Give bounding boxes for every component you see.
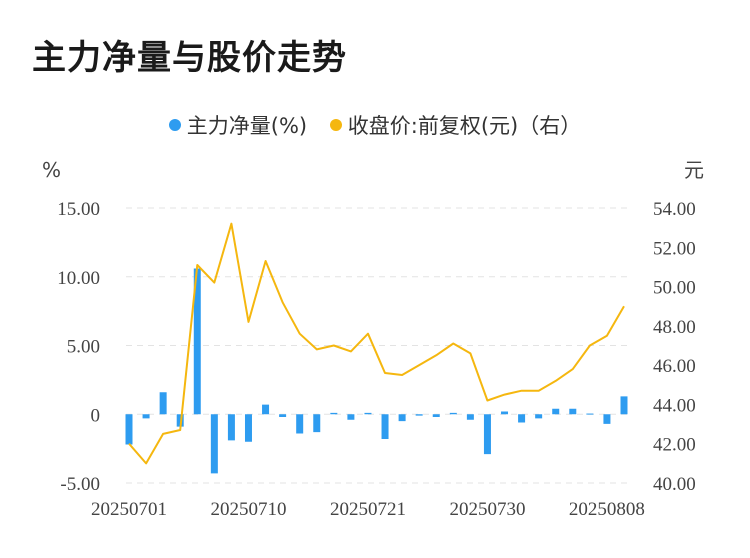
bar-mark	[244, 414, 252, 442]
right-tick-label: 40.00	[653, 474, 696, 495]
bar-mark	[347, 414, 355, 420]
legend-item-close-price[interactable]: 收盘价:前复权(元)（右）	[329, 110, 582, 140]
bar-mark	[432, 414, 440, 417]
left-tick-label: 5.00	[67, 337, 100, 358]
right-tick-label: 54.00	[653, 199, 696, 220]
bar-mark	[330, 412, 338, 415]
right-tick-label: 52.00	[653, 238, 696, 259]
left-axis-ticks: 15.00 10.00 5.00 0 -5.00	[57, 199, 100, 495]
bar-mark	[518, 414, 526, 423]
legend-label-close-price: 收盘价:前复权(元)（右）	[347, 114, 582, 138]
bar-series	[125, 268, 628, 474]
bar-mark	[483, 414, 491, 455]
grid-lines	[126, 207, 630, 484]
right-tick-label: 44.00	[653, 395, 696, 416]
bar-mark	[620, 396, 628, 415]
bar-mark	[142, 414, 150, 419]
left-tick-label: 0	[91, 405, 101, 426]
left-tick-label: 15.00	[57, 199, 100, 220]
bar-mark	[466, 414, 474, 420]
price-line	[128, 222, 625, 465]
bar-mark	[296, 414, 304, 434]
x-tick-label: 20250710	[210, 499, 286, 520]
left-tick-label: -5.00	[60, 474, 100, 495]
legend-dot-blue	[168, 119, 181, 131]
bar-mark	[381, 414, 389, 439]
bar-mark	[552, 408, 560, 415]
right-axis-unit: 元	[684, 158, 704, 182]
bar-mark	[262, 404, 270, 415]
bar-mark	[603, 414, 611, 424]
bar-mark	[415, 414, 423, 416]
legend-item-net-flow[interactable]: 主力净量(%)	[168, 110, 308, 140]
bar-mark	[398, 414, 406, 422]
bar-mark	[210, 414, 218, 474]
right-tick-label: 42.00	[653, 435, 696, 456]
left-tick-label: 10.00	[57, 268, 100, 289]
line-series	[128, 222, 625, 465]
right-axis-ticks: 54.00 52.00 50.00 48.00 46.00 44.00 42.00 40.00	[653, 199, 696, 495]
bar-mark	[586, 413, 594, 415]
left-axis-unit: %	[42, 158, 61, 182]
legend-dot-yellow	[329, 119, 342, 131]
bar-mark	[125, 414, 133, 445]
right-tick-label: 50.00	[653, 278, 696, 299]
bar-mark	[501, 411, 509, 415]
right-tick-label: 46.00	[653, 356, 696, 377]
x-tick-label: 20250701	[91, 499, 167, 520]
x-tick-label: 20250721	[330, 499, 406, 520]
x-axis-ticks: 20250701 20250710 20250721 20250730 20250808	[91, 499, 645, 520]
bar-mark	[279, 414, 287, 417]
bar-mark	[364, 412, 372, 415]
x-tick-label: 20250808	[569, 499, 645, 520]
bar-mark	[569, 408, 577, 415]
legend-label-net-flow: 主力净量(%)	[186, 114, 308, 138]
bar-mark	[313, 414, 321, 433]
chart-title: 主力净量与股价走势	[32, 38, 347, 78]
bar-mark	[227, 414, 235, 441]
x-tick-label: 20250730	[449, 499, 525, 520]
right-tick-label: 48.00	[653, 317, 696, 338]
bar-mark	[193, 268, 201, 415]
bar-mark	[535, 414, 543, 419]
chart-legend: 主力净量(%) 收盘价:前复权(元)（右）	[0, 110, 750, 140]
bar-mark	[449, 412, 457, 415]
bar-mark	[159, 392, 167, 415]
